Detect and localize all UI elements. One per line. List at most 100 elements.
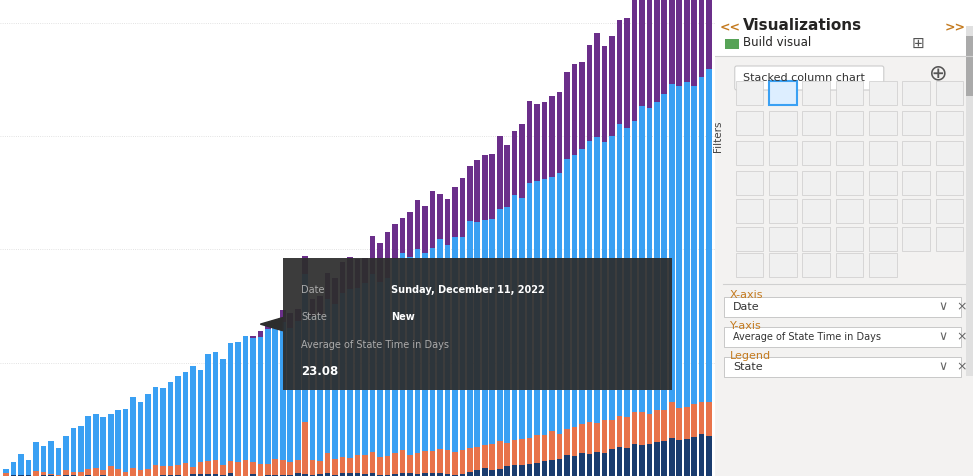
Bar (242, 460, 248, 476)
Bar (526, 183, 532, 438)
Bar (475, 470, 480, 476)
Bar (205, 475, 211, 476)
Bar (526, 464, 532, 476)
Bar (392, 453, 398, 474)
Bar (362, 283, 368, 455)
Bar (595, 138, 599, 423)
Bar (347, 289, 353, 458)
Bar (407, 455, 413, 473)
Bar (145, 468, 151, 476)
Bar (595, 452, 599, 476)
Bar (116, 469, 121, 476)
Bar (325, 299, 331, 453)
Bar (41, 472, 46, 476)
FancyBboxPatch shape (283, 258, 671, 390)
Bar (11, 475, 17, 476)
Bar (609, 136, 615, 420)
Bar (662, 94, 667, 410)
Bar (669, 84, 674, 402)
Bar (654, 0, 660, 102)
Bar (78, 472, 84, 476)
Bar (526, 101, 532, 183)
Bar (70, 475, 76, 476)
Bar (662, 441, 667, 476)
Bar (265, 329, 270, 464)
Bar (445, 245, 450, 450)
Bar (130, 397, 136, 468)
Bar (325, 473, 331, 476)
Bar (220, 475, 226, 476)
Bar (699, 434, 704, 476)
Bar (542, 179, 548, 435)
Bar (550, 177, 555, 431)
Bar (564, 455, 570, 476)
Bar (414, 474, 420, 476)
Bar (520, 439, 525, 465)
Bar (41, 446, 46, 472)
Bar (512, 131, 518, 195)
Bar (452, 237, 457, 452)
Bar (601, 420, 607, 453)
Bar (86, 416, 91, 469)
Bar (138, 402, 143, 470)
Bar (48, 474, 54, 475)
Bar (362, 455, 368, 474)
Bar (175, 466, 181, 476)
Bar (482, 220, 487, 446)
FancyBboxPatch shape (902, 227, 930, 251)
Text: ∨: ∨ (939, 360, 948, 374)
Bar (429, 248, 435, 451)
Bar (280, 323, 286, 460)
FancyBboxPatch shape (769, 111, 797, 135)
Bar (18, 454, 23, 475)
Bar (295, 309, 301, 321)
Bar (309, 317, 315, 460)
Bar (662, 410, 667, 441)
Bar (587, 140, 593, 422)
Bar (437, 238, 443, 448)
Bar (684, 82, 690, 407)
FancyBboxPatch shape (736, 81, 763, 105)
Bar (467, 473, 473, 476)
FancyBboxPatch shape (736, 111, 763, 135)
Bar (295, 321, 301, 460)
Text: 23.08: 23.08 (302, 365, 339, 378)
Bar (564, 72, 570, 159)
Bar (639, 412, 645, 445)
Bar (258, 331, 263, 337)
Bar (303, 274, 308, 422)
Bar (287, 313, 293, 327)
Bar (422, 473, 428, 476)
Bar (639, 106, 645, 412)
Bar (497, 209, 502, 441)
Bar (624, 448, 630, 476)
Text: X-axis: X-axis (730, 290, 764, 300)
Text: State: State (302, 312, 327, 322)
Bar (692, 86, 697, 404)
Bar (429, 191, 435, 248)
Bar (242, 337, 248, 460)
Bar (617, 446, 622, 476)
Bar (669, 402, 674, 438)
Bar (467, 447, 473, 473)
Bar (467, 221, 473, 447)
Bar (3, 468, 9, 473)
Bar (692, 0, 697, 86)
Bar (579, 149, 585, 424)
Bar (631, 444, 637, 476)
Bar (654, 443, 660, 476)
Bar (228, 343, 234, 461)
Bar (459, 237, 465, 450)
Bar (669, 0, 674, 84)
FancyBboxPatch shape (769, 171, 797, 195)
Bar (250, 462, 256, 474)
Bar (445, 474, 450, 476)
Bar (512, 465, 518, 476)
Bar (258, 464, 263, 476)
Bar (183, 463, 189, 476)
Bar (534, 181, 540, 435)
Bar (123, 409, 128, 472)
Bar (384, 475, 390, 476)
FancyBboxPatch shape (936, 81, 963, 105)
Bar (646, 108, 652, 414)
